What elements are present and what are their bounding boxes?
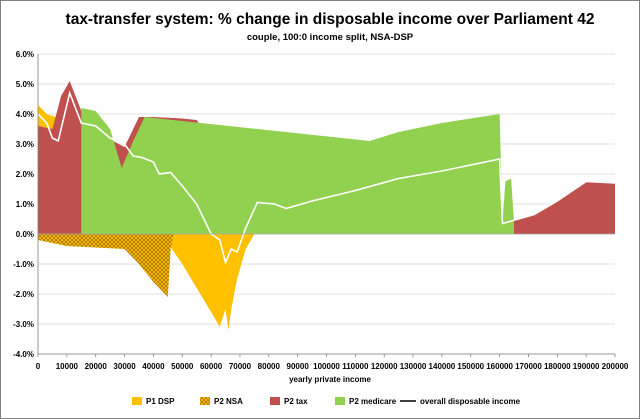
x-tick-label: 100000 <box>313 362 340 371</box>
x-tick-label: 50000 <box>171 362 194 371</box>
tick-labels: 6.0% 5.0% 4.0% 3.0% 2.0% 1.0% 0.0% -1.0% -2.0% -3… <box>13 50 629 371</box>
x-tick-label: 180000 <box>544 362 571 371</box>
legend: P1 DSP P2 NSA P2 tax P2 medicare overall dis… <box>132 397 521 406</box>
x-tick-label: 90000 <box>287 362 310 371</box>
p2-medicare-area <box>81 108 515 234</box>
x-tick-label: 40000 <box>142 362 165 371</box>
y-tick-label: -2.0% <box>13 290 34 299</box>
x-tick-label: 30000 <box>113 362 136 371</box>
legend-swatch-p2-nsa <box>200 397 210 405</box>
legend-swatch-p1-dsp <box>132 397 142 405</box>
x-tick-label: 120000 <box>371 362 398 371</box>
y-tick-label: -3.0% <box>13 320 34 329</box>
x-tick-label: 10000 <box>56 362 79 371</box>
y-tick-label: 5.0% <box>16 80 34 89</box>
legend-label-p2-tax: P2 tax <box>284 397 308 406</box>
y-tick-label: 1.0% <box>16 200 34 209</box>
y-tick-label: 4.0% <box>16 110 34 119</box>
series-group <box>37 81 616 330</box>
x-tick-label: 140000 <box>429 362 456 371</box>
chart-title: tax-transfer system: % change in disposa… <box>66 11 595 28</box>
y-tick-label: 0.0% <box>16 230 34 239</box>
chart-subtitle: couple, 100:0 income split, NSA-DSP <box>247 32 414 43</box>
legend-label-p2-medicare: P2 medicare <box>349 397 397 406</box>
y-tick-label: 3.0% <box>16 140 34 149</box>
x-tick-label: 0 <box>36 362 41 371</box>
x-tick-label: 20000 <box>85 362 108 371</box>
axes <box>37 54 616 357</box>
y-tick-label: -4.0% <box>13 350 34 359</box>
x-tick-label: 190000 <box>573 362 600 371</box>
legend-label-p2-nsa: P2 NSA <box>214 397 243 406</box>
x-tick-label: 60000 <box>200 362 223 371</box>
x-tick-label: 160000 <box>486 362 513 371</box>
x-tick-label: 80000 <box>258 362 281 371</box>
legend-swatch-p2-tax <box>270 397 280 405</box>
x-tick-label: 150000 <box>457 362 484 371</box>
y-tick-label: 2.0% <box>16 170 34 179</box>
y-tick-label: 6.0% <box>16 50 34 59</box>
x-tick-label: 110000 <box>342 362 369 371</box>
x-tick-label: 200000 <box>602 362 629 371</box>
legend-label-overall-disposable-income: overall disposable income <box>420 397 521 406</box>
x-axis-title: yearly private income <box>289 375 371 384</box>
overall-disposable-income-line <box>37 90 616 265</box>
p2-nsa-area <box>38 234 174 297</box>
y-tick-label: -1.0% <box>13 260 34 269</box>
legend-label-p1-dsp: P1 DSP <box>146 397 175 406</box>
legend-swatch-p2-medicare <box>335 397 345 405</box>
x-tick-label: 70000 <box>229 362 252 371</box>
x-tick-label: 130000 <box>400 362 427 371</box>
x-tick-label: 170000 <box>515 362 542 371</box>
